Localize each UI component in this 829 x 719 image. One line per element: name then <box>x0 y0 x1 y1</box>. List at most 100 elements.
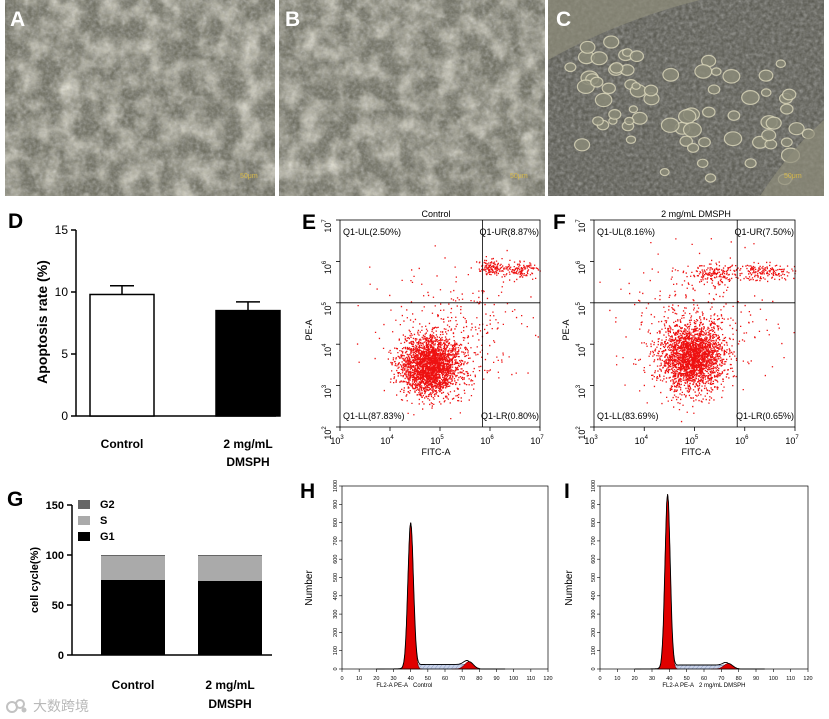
panel-c-cells <box>548 0 824 196</box>
cell-cluster <box>548 0 700 60</box>
cell <box>694 64 713 79</box>
x-tick-label: 90 <box>753 676 759 682</box>
exponent: 4 <box>645 435 649 441</box>
cell <box>594 92 613 108</box>
exponent: 7 <box>576 219 582 223</box>
y-tick-label: 300 <box>591 610 597 619</box>
plot-frame <box>599 485 809 670</box>
event-dots <box>476 256 507 278</box>
cell <box>780 137 793 148</box>
hatch-line <box>712 665 717 670</box>
quadrant-lr-label: Q1-LR(0.80%) <box>481 411 539 421</box>
cell <box>608 108 622 120</box>
exponent: 6 <box>490 435 494 441</box>
cell <box>761 129 777 142</box>
cell-cycle-stacked-bar-chart: G cell cycle(%) 0 50 100 150 Control 2 mg/mL D… <box>7 488 272 711</box>
dna-histogram-dmsph: I Number FL2-A PE-A 2 mg/mL DMSPH 0 10 20 3… <box>564 480 813 689</box>
exponent: 2 <box>576 426 582 430</box>
event-dots <box>356 245 539 414</box>
hatch-line <box>438 664 443 670</box>
cell <box>573 138 591 152</box>
exponent: 4 <box>576 343 582 347</box>
x-tick-label: 10 <box>614 676 620 682</box>
x-tick-label: 103 <box>330 435 344 446</box>
x-tick-label: 110 <box>526 676 535 682</box>
y-tick-label: 200 <box>591 628 597 637</box>
exponent: 3 <box>576 384 582 388</box>
y-tick-label: 0 <box>333 667 339 670</box>
event-dots <box>677 257 761 287</box>
hatch-line <box>455 664 459 670</box>
y-tick-label: 106 <box>576 260 587 274</box>
cell <box>696 158 709 168</box>
x-tick-label: 70 <box>459 676 465 682</box>
watermark-text: 大数跨境 <box>33 699 89 715</box>
hatch-line <box>446 664 451 670</box>
y-tick-label: 50 <box>52 600 64 612</box>
x-tick-label: 30 <box>390 676 396 682</box>
x-tick-label: 104 <box>635 435 649 446</box>
x-tick-label: 20 <box>373 676 379 682</box>
y-tick-label: 900 <box>591 500 597 509</box>
hatch-line <box>708 665 713 670</box>
y-tick-label: 900 <box>333 500 339 509</box>
y-tick-label: 600 <box>591 555 597 564</box>
hatch-line <box>704 665 708 670</box>
histogram-outline <box>634 494 765 670</box>
cell <box>710 67 722 76</box>
cell <box>629 50 645 63</box>
cell <box>704 173 717 183</box>
flow-scatter-control: E Control FITC-A PE-A Q1-UL(2.50%) Q1-UR… <box>302 209 544 457</box>
legend-label: G1 <box>100 531 115 543</box>
y-tick-label: 105 <box>576 301 587 315</box>
x-tick-label: 104 <box>380 435 394 446</box>
cell <box>601 82 617 95</box>
x-tick-label: 80 <box>476 676 482 682</box>
x-tick-label: 100 <box>769 676 778 682</box>
quadrant-ur-label: Q1-UR(7.50%) <box>734 227 794 237</box>
panel-b-scale-label: 50μm <box>510 173 528 180</box>
quadrant-ul-label: Q1-UL(2.50%) <box>343 227 401 237</box>
y-tick-label: 800 <box>591 518 597 527</box>
panel-e-letter: E <box>302 211 316 234</box>
x-tick-label: 0 <box>598 676 601 682</box>
hatch-line <box>687 665 692 670</box>
exponent: 6 <box>576 260 582 264</box>
exponent: 4 <box>390 435 394 441</box>
cell <box>659 168 670 177</box>
bar-segment-s <box>198 556 262 581</box>
event-dots <box>731 261 797 283</box>
event-dots <box>599 238 795 423</box>
y-tick-label: 100 <box>46 550 64 562</box>
quadrant-ur-label: Q1-UR(8.87%) <box>479 227 539 237</box>
cell <box>603 35 620 49</box>
exponent: 6 <box>322 260 328 264</box>
panel-i-letter: I <box>564 480 570 503</box>
y-tick-label: 100 <box>591 646 597 655</box>
hatch-line <box>683 665 688 670</box>
x-tick-label: 70 <box>718 676 724 682</box>
x-axis-label: FL2-A PE-A <box>376 683 408 689</box>
y-tick-label: 106 <box>322 260 333 274</box>
y-tick-label: 0 <box>591 667 597 670</box>
panel-b-image: B 50μm <box>279 0 545 196</box>
legend-label: G2 <box>100 499 115 511</box>
y-tick-label: 0 <box>61 409 68 423</box>
plot-frame <box>339 219 541 428</box>
cell <box>609 62 624 74</box>
legend-swatch <box>78 532 90 541</box>
cell <box>678 108 697 124</box>
hatch-line <box>679 665 684 670</box>
panel-a-scale-label: 50μm <box>240 173 258 180</box>
hatch-line <box>430 664 435 670</box>
exponent: 5 <box>322 301 328 305</box>
event-dots <box>382 309 483 420</box>
x-tick-label: 103 <box>584 435 598 446</box>
g1-peak <box>656 494 679 670</box>
y-axis-label: PE-A <box>304 319 314 340</box>
x-tick-label: 40 <box>666 676 672 682</box>
panel-g-letter: G <box>7 488 23 511</box>
hatch-line <box>691 665 696 670</box>
scatter-title: 2 mg/mL DMSPH <box>661 209 731 219</box>
exponent: 6 <box>745 435 749 441</box>
